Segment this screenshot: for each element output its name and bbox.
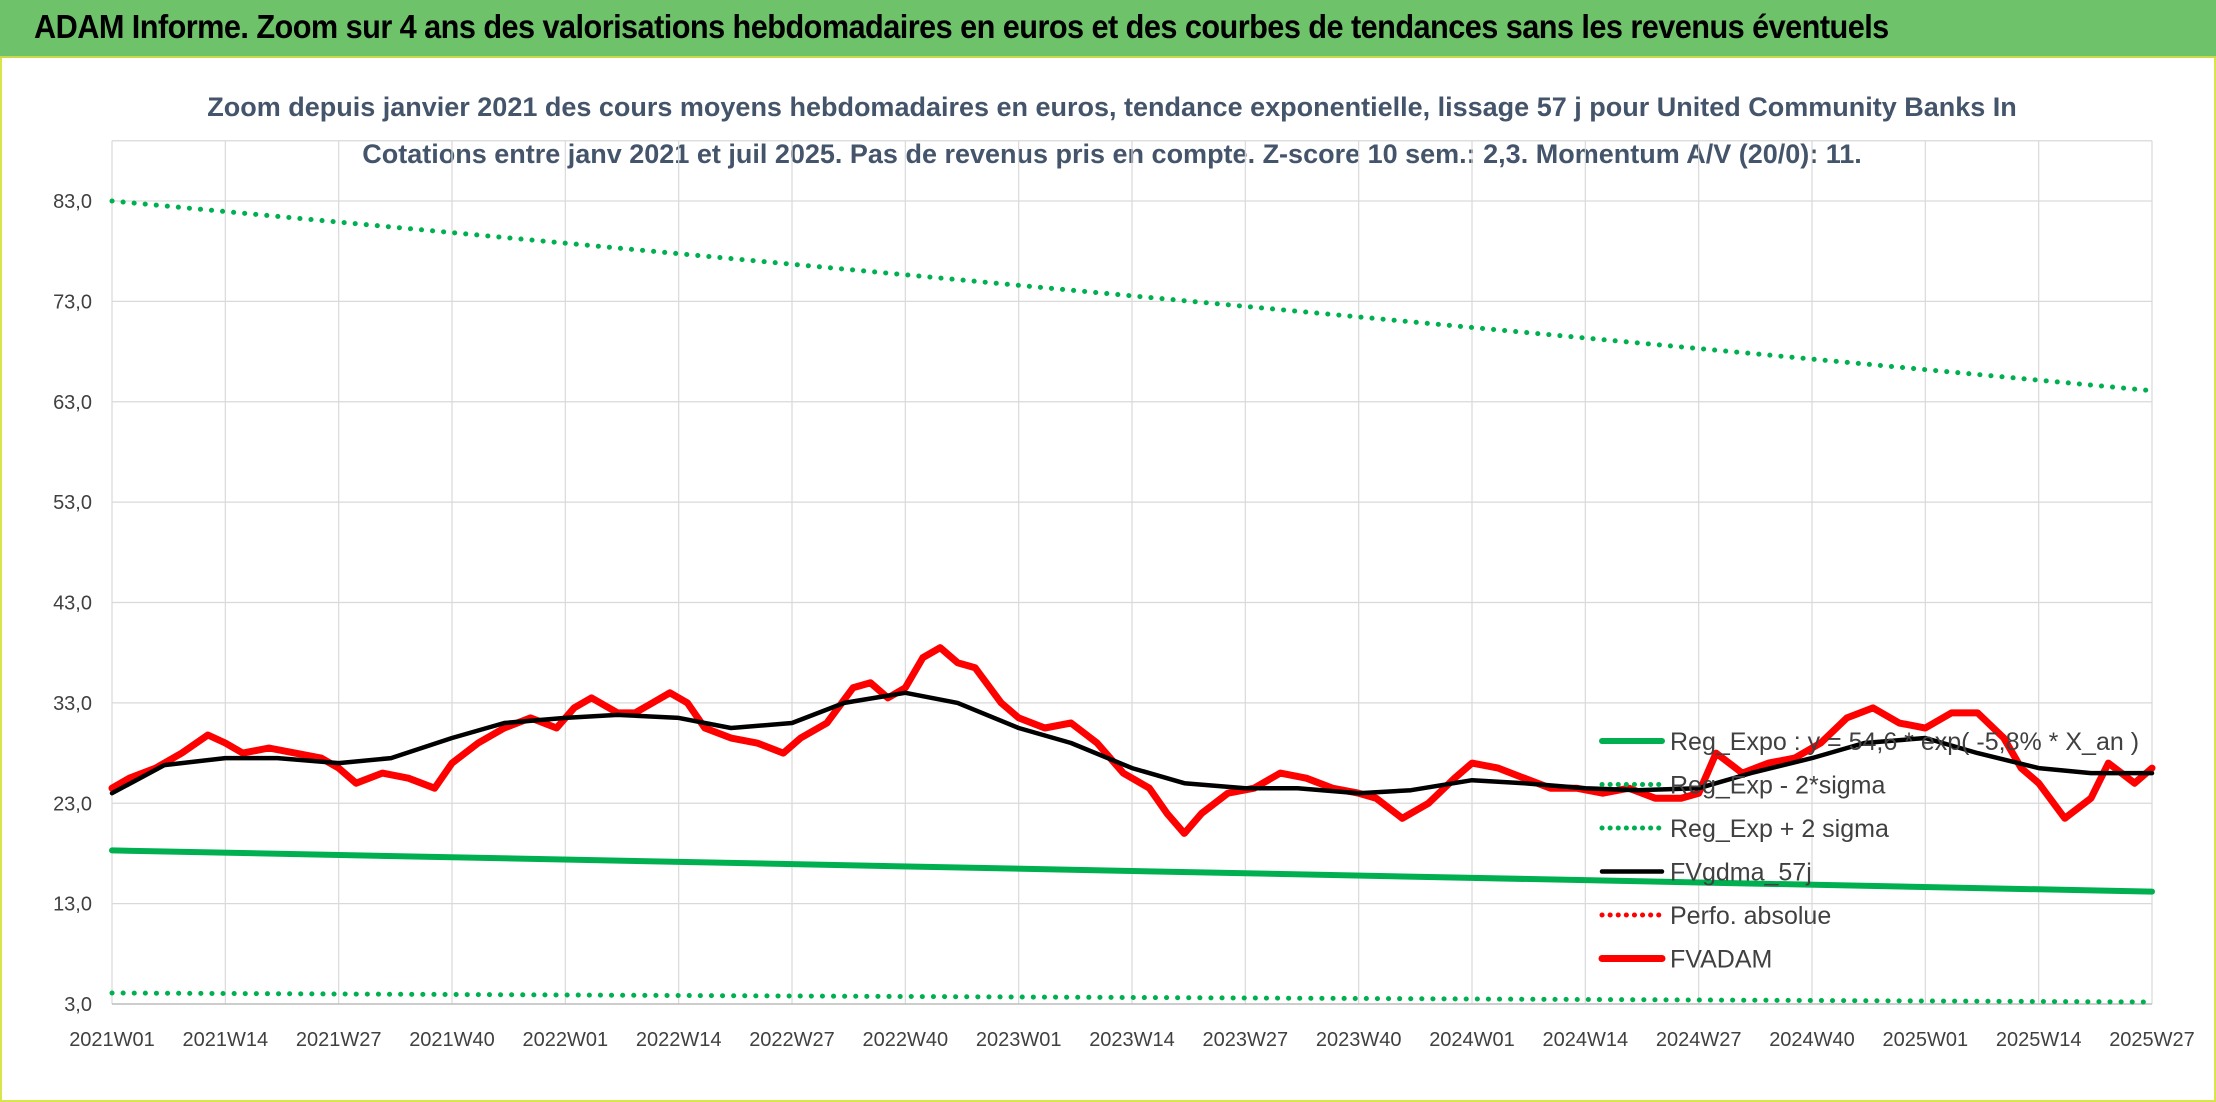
legend-label: Reg_Exp - 2*sigma — [1670, 772, 1885, 800]
chart-title: Zoom depuis janvier 2021 des cours moyen… — [207, 92, 2017, 122]
legend-label: FVADAM — [1670, 946, 1772, 974]
legend-label: Reg_Expo : y = 54,6 * exp( -5,8% * X_an … — [1670, 728, 2139, 756]
legend-label: Reg_Exp + 2 sigma — [1670, 815, 1889, 843]
report-title: ADAM Informe. Zoom sur 4 ans des valoris… — [34, 8, 1889, 45]
x-tick-label: 2022W40 — [863, 1029, 949, 1051]
series-line-reg_exp — [109, 198, 2155, 394]
y-tick-label: 3,0 — [64, 994, 92, 1016]
x-tick-label: 2023W40 — [1316, 1029, 1402, 1051]
x-tick-label: 2025W01 — [1883, 1029, 1969, 1051]
series-line-reg_expo — [109, 847, 2155, 895]
x-tick-label: 2022W27 — [749, 1029, 835, 1051]
x-tick-label: 2023W27 — [1203, 1029, 1289, 1051]
x-tick-label: 2024W01 — [1429, 1029, 1515, 1051]
y-tick-label: 73,0 — [53, 291, 92, 313]
x-tick-label: 2021W27 — [296, 1029, 382, 1051]
y-tick-label: 83,0 — [53, 191, 92, 213]
y-tick-label: 43,0 — [53, 593, 92, 615]
series-lines — [108, 198, 2156, 1005]
x-tick-label: 2022W01 — [523, 1029, 609, 1051]
x-tick-label: 2023W01 — [976, 1029, 1062, 1051]
x-tick-label: 2025W14 — [1996, 1029, 2082, 1051]
x-tick-label: 2021W14 — [183, 1029, 269, 1051]
x-tick-label: 2023W14 — [1089, 1029, 1175, 1051]
x-tick-label: 2025W27 — [2109, 1029, 2195, 1051]
gridlines — [111, 140, 2153, 1005]
legend-label: Perfo. absolue — [1670, 902, 1831, 930]
y-tick-label: 23,0 — [53, 793, 92, 815]
x-tick-label: 2024W14 — [1543, 1029, 1629, 1051]
x-tick-label: 2024W40 — [1769, 1029, 1855, 1051]
x-axis-ticks: 2021W01 2021W14 2021W27 2021W40 2022W01 2022W… — [69, 1029, 2195, 1051]
report-banner: ADAM Informe. Zoom sur 4 ans des valoris… — [0, 0, 2216, 58]
series-line-fvgdma_57j — [109, 690, 2155, 796]
series-line-fvadam — [108, 644, 2156, 837]
chart-subtitle: Cotations entre janv 2021 et juil 2025. … — [362, 139, 1862, 169]
series-line-reg_exp — [109, 990, 2155, 1005]
x-tick-label: 2024W27 — [1656, 1029, 1742, 1051]
y-axis-ticks: 83,0 73,0 63,0 53,0 43,0 33,0 23,0 13,0 3,0 — [53, 191, 92, 1016]
y-tick-label: 53,0 — [53, 492, 92, 514]
legend-label: FVgdma_57j — [1670, 859, 1812, 887]
x-tick-label: 2022W14 — [636, 1029, 722, 1051]
x-tick-label: 2021W01 — [69, 1029, 155, 1051]
x-tick-label: 2021W40 — [409, 1029, 495, 1051]
y-tick-label: 13,0 — [53, 894, 92, 916]
y-tick-label: 33,0 — [53, 693, 92, 715]
y-tick-label: 63,0 — [53, 392, 92, 414]
legend: Reg_Expo : y = 54,6 * exp( -5,8% * X_an … — [1598, 728, 2139, 974]
